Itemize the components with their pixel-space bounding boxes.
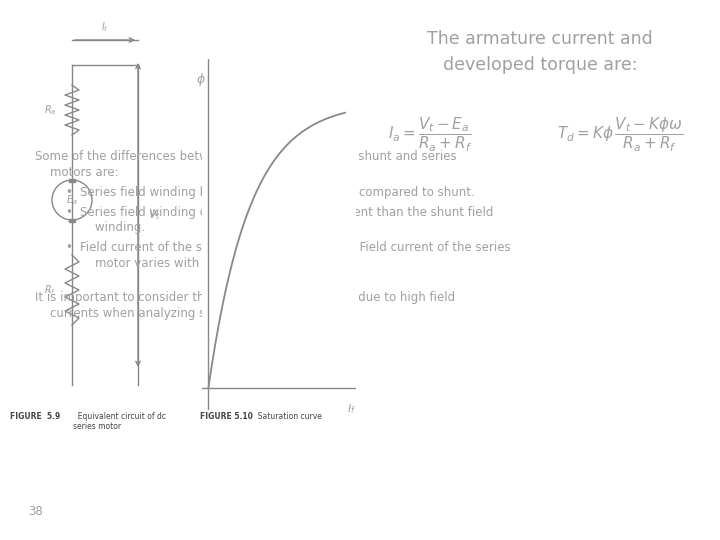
Text: Series field winding carries a much larger current than the shunt field: Series field winding carries a much larg… [80,206,493,219]
Text: Field current of the shunt machine is constant. Field current of the series: Field current of the shunt machine is co… [80,241,510,254]
Text: $V_t$: $V_t$ [148,208,161,222]
Text: FIGURE  5.9: FIGURE 5.9 [10,412,60,421]
Text: Series field winding has small number of turns compared to shunt.: Series field winding has small number of… [80,186,474,199]
Text: Equivalent circuit of dc
series motor: Equivalent circuit of dc series motor [73,412,166,431]
Text: $I_t$: $I_t$ [101,20,109,34]
Text: It is important to consider the effect of flux saturation due to high field: It is important to consider the effect o… [35,291,455,304]
Text: $R_f$: $R_f$ [44,283,56,297]
Text: •: • [65,206,72,219]
Text: winding.: winding. [80,221,145,234]
Text: $I_a = \dfrac{V_t - E_a}{R_a + R_f}$: $I_a = \dfrac{V_t - E_a}{R_a + R_f}$ [388,116,472,154]
Text: currents when analyzing series machines.: currents when analyzing series machines. [35,307,299,320]
Text: $\phi$: $\phi$ [197,71,206,88]
Text: $R_a$: $R_a$ [43,103,56,117]
Bar [69,219,75,221]
Text: Saturation curve: Saturation curve [253,412,322,421]
Text: motors are:: motors are: [35,165,119,179]
Text: 38: 38 [28,505,42,518]
Text: •: • [65,186,72,199]
Text: FIGURE 5.10: FIGURE 5.10 [200,412,253,421]
Text: motor varies with the loading of the motor.: motor varies with the loading of the mot… [80,257,350,270]
Text: $I_f$: $I_f$ [347,402,356,416]
Text: $E_a$: $E_a$ [66,193,78,207]
Text: $T_d = K\phi\,\dfrac{V_t - K\phi\omega}{R_a + R_f}$: $T_d = K\phi\,\dfrac{V_t - K\phi\omega}{… [557,116,683,154]
Text: •: • [65,241,72,254]
Text: Some of the differences between the field windings of shunt and series: Some of the differences between the fiel… [35,150,456,163]
Text: The armature current and
developed torque are:: The armature current and developed torqu… [427,30,653,75]
Bar [69,179,75,181]
